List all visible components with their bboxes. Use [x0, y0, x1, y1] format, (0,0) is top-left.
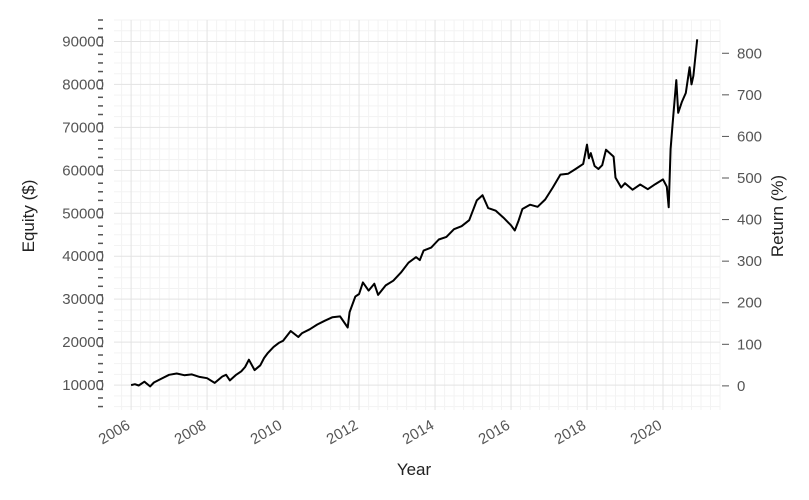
y-tick-label: 10000 [62, 377, 104, 394]
y2-tick-label: 400 [737, 212, 762, 229]
x-tick-label: 2018 [552, 417, 589, 448]
y-tick-label: 20000 [62, 334, 104, 351]
y-tick-label: 90000 [62, 33, 104, 50]
y2-tick-label: 100 [737, 336, 762, 353]
x-tick-label: 2012 [324, 417, 361, 448]
x-axis-tick-labels: 2006 2008 2010 2012 2014 2016 2018 2020 [96, 417, 665, 448]
y-tick-label: 30000 [62, 291, 104, 308]
x-tick-label: 2020 [628, 417, 665, 448]
equity-series-line [130, 39, 699, 388]
minor-grid [114, 19, 721, 410]
left-axis-tick-labels: 10000 20000 30000 40000 50000 60000 70000 80000… [62, 33, 104, 394]
y-tick-label: 60000 [62, 162, 104, 179]
x-tick-label: 2008 [172, 417, 209, 448]
x-tick-label: 2014 [400, 417, 437, 448]
y-axis-title: Equity ($) [19, 180, 38, 253]
y-tick-label: 50000 [62, 205, 104, 222]
y2-tick-label: 700 [737, 87, 762, 104]
y2-tick-label: 500 [737, 170, 762, 187]
x-tick-label: 2006 [96, 417, 133, 448]
left-axis-minor-ticks [98, 19, 103, 408]
y2-tick-label: 0 [737, 378, 745, 395]
major-grid [114, 20, 720, 410]
y-tick-label: 80000 [62, 76, 104, 93]
y2-axis-title: Return (%) [768, 175, 787, 257]
right-axis-tick-labels: 0 100 200 300 400 500 600 700 800 [722, 45, 762, 395]
y2-tick-label: 600 [737, 128, 762, 145]
y-tick-label: 70000 [62, 119, 104, 136]
x-tick-label: 2016 [476, 417, 513, 448]
y2-tick-label: 300 [737, 253, 762, 270]
y2-tick-label: 200 [737, 295, 762, 312]
x-tick-label: 2010 [248, 417, 285, 448]
y2-tick-label: 800 [737, 45, 762, 62]
y-tick-label: 40000 [62, 248, 104, 265]
x-axis-title: Year [397, 460, 432, 479]
